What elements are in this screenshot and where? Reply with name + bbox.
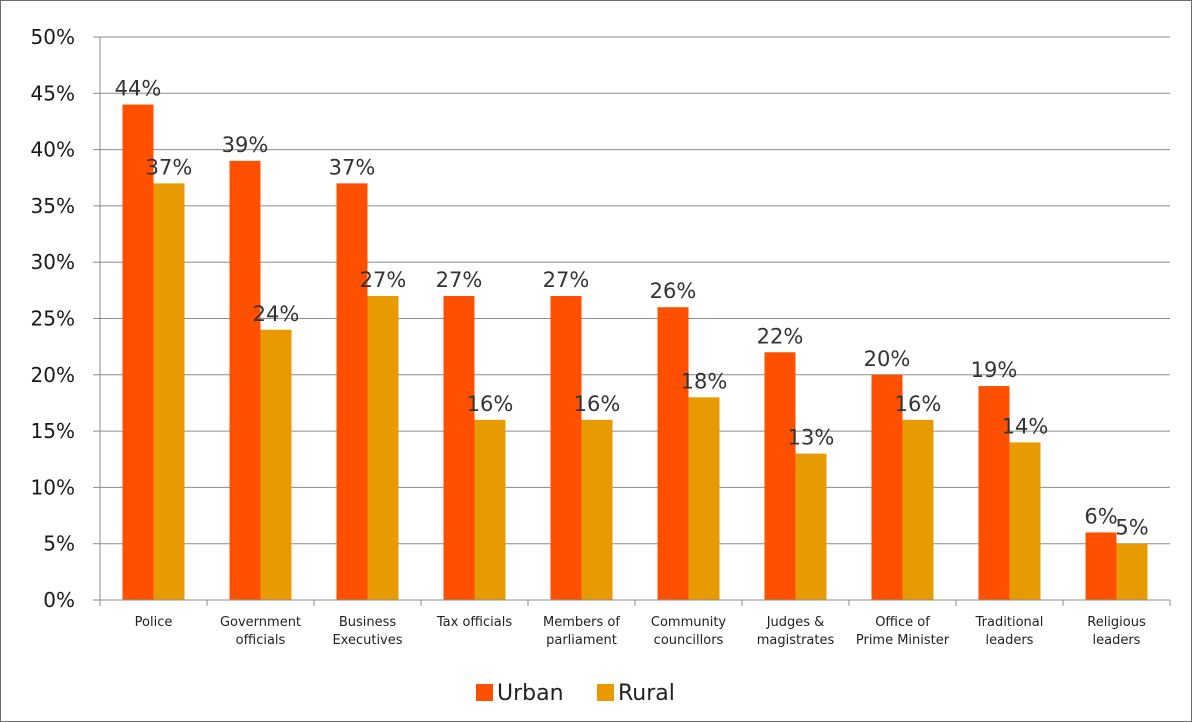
data-label: 16% xyxy=(467,392,514,416)
bars xyxy=(122,104,1148,601)
data-label: 24% xyxy=(253,302,300,326)
bar-rural xyxy=(367,295,399,600)
bar-rural xyxy=(1116,543,1148,600)
bar-urban xyxy=(122,104,154,600)
x-tick-label: Executives xyxy=(332,633,402,648)
x-tick-label: Government xyxy=(220,615,301,630)
x-tick-label: Judges & xyxy=(766,615,825,630)
x-axis: Police Government officials Business Executi… xyxy=(99,599,1171,648)
x-tick-label: councillors xyxy=(654,633,724,648)
data-label: 27% xyxy=(360,268,407,292)
bar-urban xyxy=(871,374,903,600)
y-tick-label: 25% xyxy=(31,307,75,331)
data-label: 37% xyxy=(146,155,193,179)
data-label: 39% xyxy=(222,133,269,157)
data-label: 19% xyxy=(971,358,1018,382)
x-tick-label: officials xyxy=(236,633,286,648)
x-tick-label: Religious xyxy=(1087,615,1146,630)
x-tick-label: Prime Minister xyxy=(856,633,950,648)
legend-swatch-urban xyxy=(476,684,493,701)
data-label: 37% xyxy=(329,155,376,179)
data-label: 27% xyxy=(436,268,483,292)
data-label: 6% xyxy=(1084,504,1117,528)
data-label: 16% xyxy=(895,392,942,416)
bar-urban xyxy=(550,295,582,600)
bar-urban xyxy=(1085,532,1117,600)
y-tick-label: 15% xyxy=(31,419,75,443)
data-label: 27% xyxy=(543,268,590,292)
data-label: 26% xyxy=(650,279,697,303)
bar-urban xyxy=(229,160,261,601)
y-tick-label: 40% xyxy=(31,138,75,162)
legend-label-urban: Urban xyxy=(497,681,564,706)
y-tick-label: 5% xyxy=(43,532,75,556)
x-tick-label: leaders xyxy=(1093,633,1141,648)
x-tick-label: parliament xyxy=(546,633,617,648)
bar-urban xyxy=(657,307,689,600)
data-label: 5% xyxy=(1115,516,1148,540)
data-label: 44% xyxy=(115,77,162,101)
x-tick-label: Traditional xyxy=(975,615,1044,630)
x-tick-label: Community xyxy=(651,615,727,630)
x-tick-label: magistrates xyxy=(757,633,835,648)
legend-swatch-rural xyxy=(597,684,614,701)
legend-label-rural: Rural xyxy=(618,681,675,706)
y-tick-label: 30% xyxy=(31,250,75,274)
data-label: 14% xyxy=(1002,414,1049,438)
bar-rural xyxy=(795,453,827,600)
x-tick-label: Members of xyxy=(543,615,620,630)
bar-urban xyxy=(764,352,796,600)
x-tick-label: Tax officials xyxy=(436,615,512,630)
y-tick-label: 0% xyxy=(43,588,75,612)
y-tick-label: 45% xyxy=(31,81,75,105)
x-tick-label: leaders xyxy=(986,633,1034,648)
bar-rural xyxy=(1009,442,1041,600)
bar-rural xyxy=(581,419,613,600)
bar-urban xyxy=(336,183,368,600)
y-tick-label: 35% xyxy=(31,194,75,218)
bar-urban xyxy=(978,386,1010,600)
y-tick-label: 10% xyxy=(31,475,75,499)
bar-urban xyxy=(443,295,475,600)
bar-rural xyxy=(474,419,506,600)
data-labels: 44% 37% 39% 24% 37% 27% 27% 16% 27% 16% 26% 18% 22% 1… xyxy=(115,77,1149,540)
x-tick-label: Business xyxy=(339,615,397,630)
bar-rural xyxy=(153,183,185,600)
data-label: 22% xyxy=(757,324,804,348)
data-label: 13% xyxy=(788,426,835,450)
data-label: 18% xyxy=(681,369,728,393)
legend: Urban Rural xyxy=(476,681,675,706)
y-axis: 0% 5% 10% 15% 20% 25% 30% 35% 40% 45% 50% xyxy=(31,25,101,612)
x-tick-label: Police xyxy=(135,615,173,630)
data-label: 16% xyxy=(574,392,621,416)
data-label: 20% xyxy=(864,347,911,371)
bar-rural xyxy=(688,397,720,600)
y-tick-label: 50% xyxy=(31,25,75,49)
bar-rural xyxy=(260,329,292,600)
x-tick-label: Office of xyxy=(875,615,930,630)
bar-rural xyxy=(902,419,934,600)
y-tick-label: 20% xyxy=(31,363,75,387)
